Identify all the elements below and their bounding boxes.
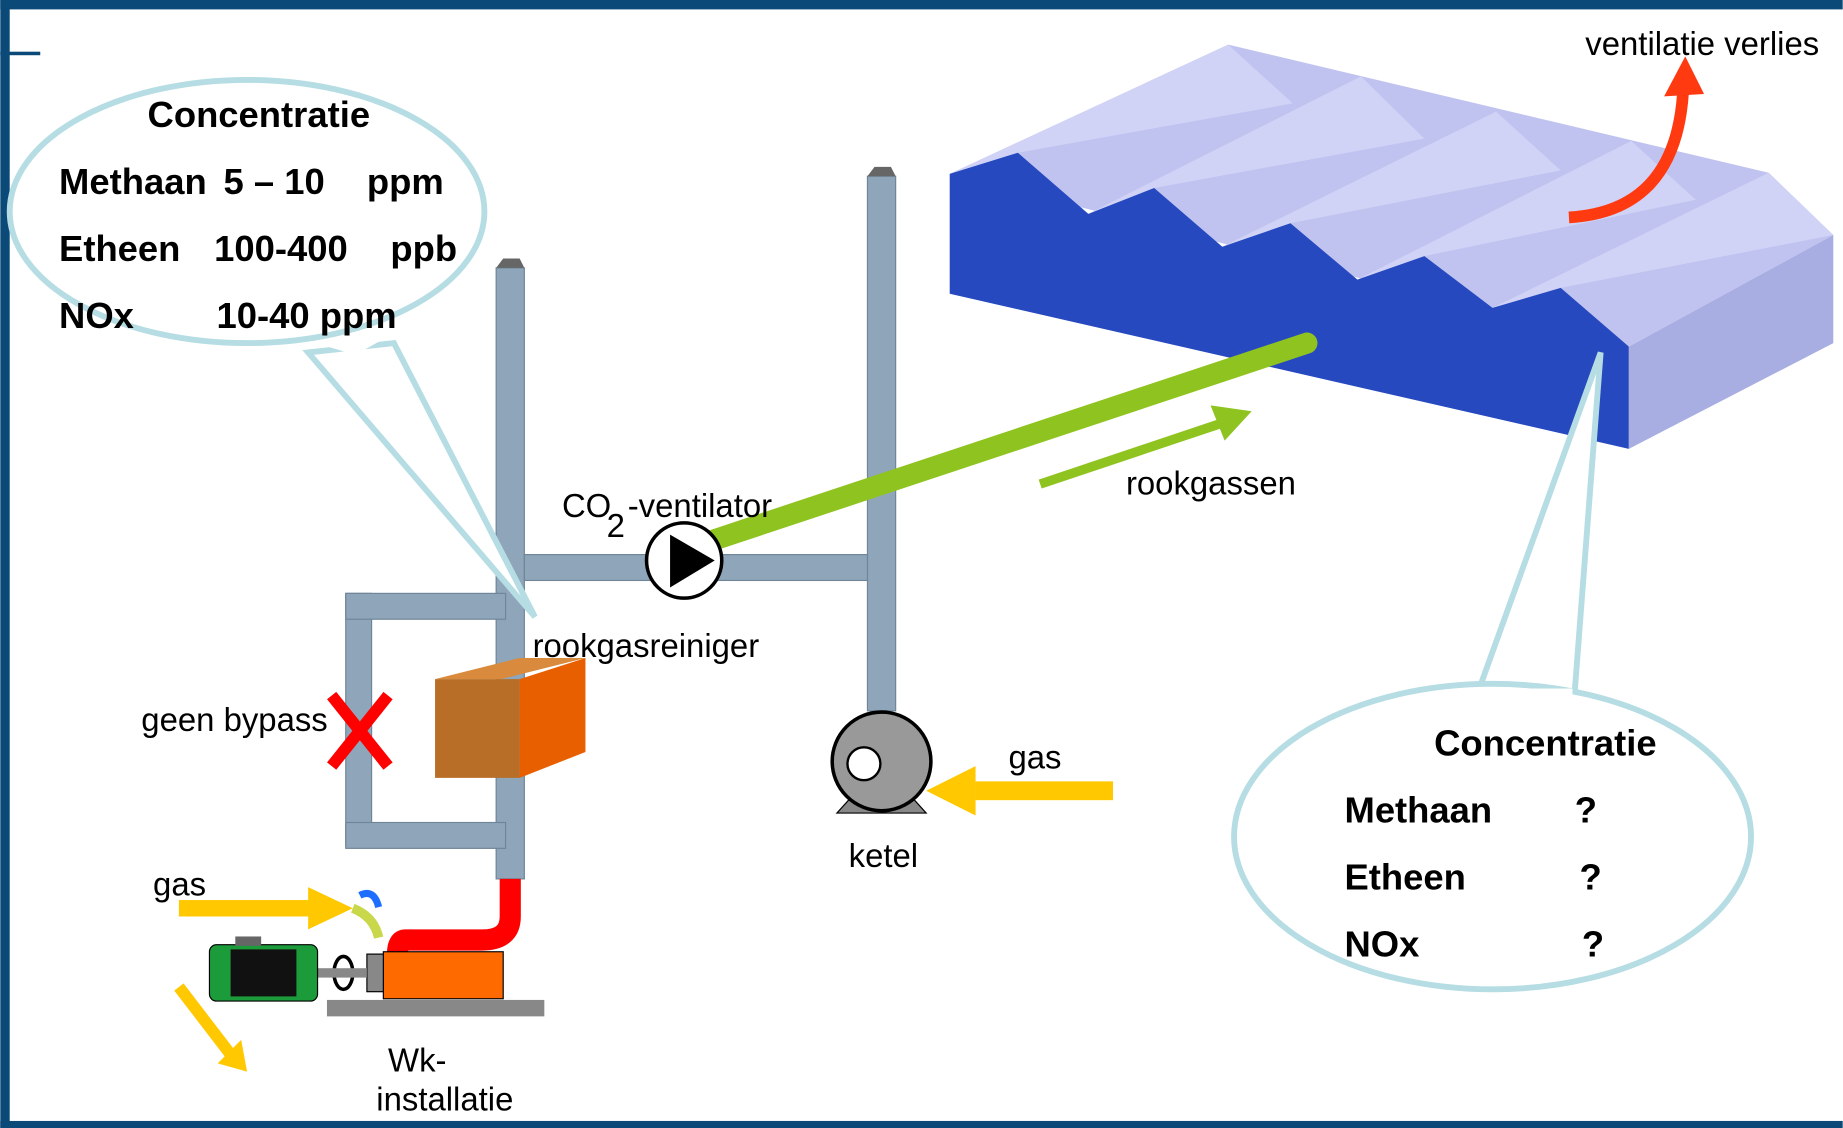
arrow-head	[926, 766, 976, 816]
chp-base	[326, 999, 545, 1017]
roof-ridge	[1357, 141, 1696, 280]
row-value: ?	[1580, 856, 1602, 897]
greenhouse-front	[949, 152, 1629, 449]
exhaust-pipe	[386, 878, 521, 955]
arrow-head	[308, 887, 353, 930]
row-name: NOx	[1345, 923, 1420, 964]
label: gas	[153, 865, 206, 902]
pipe-cap	[496, 258, 525, 268]
frame-top	[0, 0, 1843, 10]
cleaner-front	[435, 679, 520, 778]
gas-feed	[350, 903, 384, 939]
label: ventilatie verlies	[1585, 25, 1819, 62]
boiler-door	[846, 746, 882, 782]
power-arrow	[174, 983, 238, 1062]
row-name: NOx	[59, 295, 134, 336]
greenhouse-side	[1628, 235, 1834, 449]
bypass-pipe	[345, 821, 507, 849]
frame-left	[0, 0, 10, 1128]
bypass-pipe	[345, 592, 507, 620]
pipe	[866, 175, 897, 712]
co2-pipe	[694, 332, 1318, 554]
row-value: 5 – 10	[224, 161, 325, 202]
cleaner-top	[435, 658, 586, 680]
valve	[358, 889, 383, 909]
label: rookgassen	[1126, 465, 1296, 502]
gas-arrow	[178, 900, 318, 917]
roof-ridge	[1222, 111, 1561, 247]
arrow-head	[1210, 405, 1252, 441]
tail-join	[319, 338, 385, 355]
label: installatie	[376, 1080, 513, 1117]
row-value: 100-400	[214, 228, 348, 269]
row-unit: ppm	[367, 161, 444, 202]
row-value: 10-40 ppm	[217, 295, 397, 336]
row-value: ?	[1582, 923, 1604, 964]
generator-box	[235, 936, 262, 946]
label: gas	[1008, 738, 1061, 775]
label: ketel	[849, 837, 918, 874]
label: 2	[607, 507, 625, 544]
callout-left	[6, 76, 488, 347]
generator-core	[230, 949, 297, 997]
label: Wk-	[388, 1042, 446, 1079]
callout-title: Concentratie	[148, 94, 371, 135]
row-unit: ppb	[390, 228, 457, 269]
callout-right	[1231, 680, 1754, 993]
label: CO	[562, 487, 611, 524]
no-bypass-x	[327, 691, 393, 770]
label: -ventilator	[628, 487, 772, 524]
callout-title: Concentratie	[1434, 723, 1657, 764]
cleaner-side	[519, 658, 586, 778]
engine	[382, 951, 504, 1000]
arrow-head	[217, 1039, 248, 1072]
roof-ridge	[1088, 76, 1425, 214]
label: rookgasreiniger	[533, 627, 760, 664]
ventilation-arrow	[1568, 93, 1689, 224]
tail-join	[1483, 688, 1573, 701]
label: geen bypass	[141, 701, 327, 738]
pipe-cap	[867, 166, 896, 177]
roof-ridge	[1492, 172, 1834, 308]
frame-tick	[0, 51, 41, 56]
coupling	[366, 953, 384, 993]
row-name: Etheen	[1345, 856, 1466, 897]
arrow-head	[1664, 56, 1705, 97]
gas-arrow	[975, 781, 1114, 801]
shaft-bar	[317, 968, 367, 978]
boiler	[830, 710, 933, 813]
roof-ridge	[949, 44, 1293, 174]
pump-icon	[670, 534, 715, 588]
row-name: Etheen	[59, 228, 180, 269]
frame-bottom	[0, 1120, 1843, 1128]
row-name: Methaan	[1345, 789, 1493, 830]
flue-arrow	[1038, 418, 1224, 489]
row-name: Methaan	[59, 161, 207, 202]
row-value: ?	[1575, 789, 1597, 830]
